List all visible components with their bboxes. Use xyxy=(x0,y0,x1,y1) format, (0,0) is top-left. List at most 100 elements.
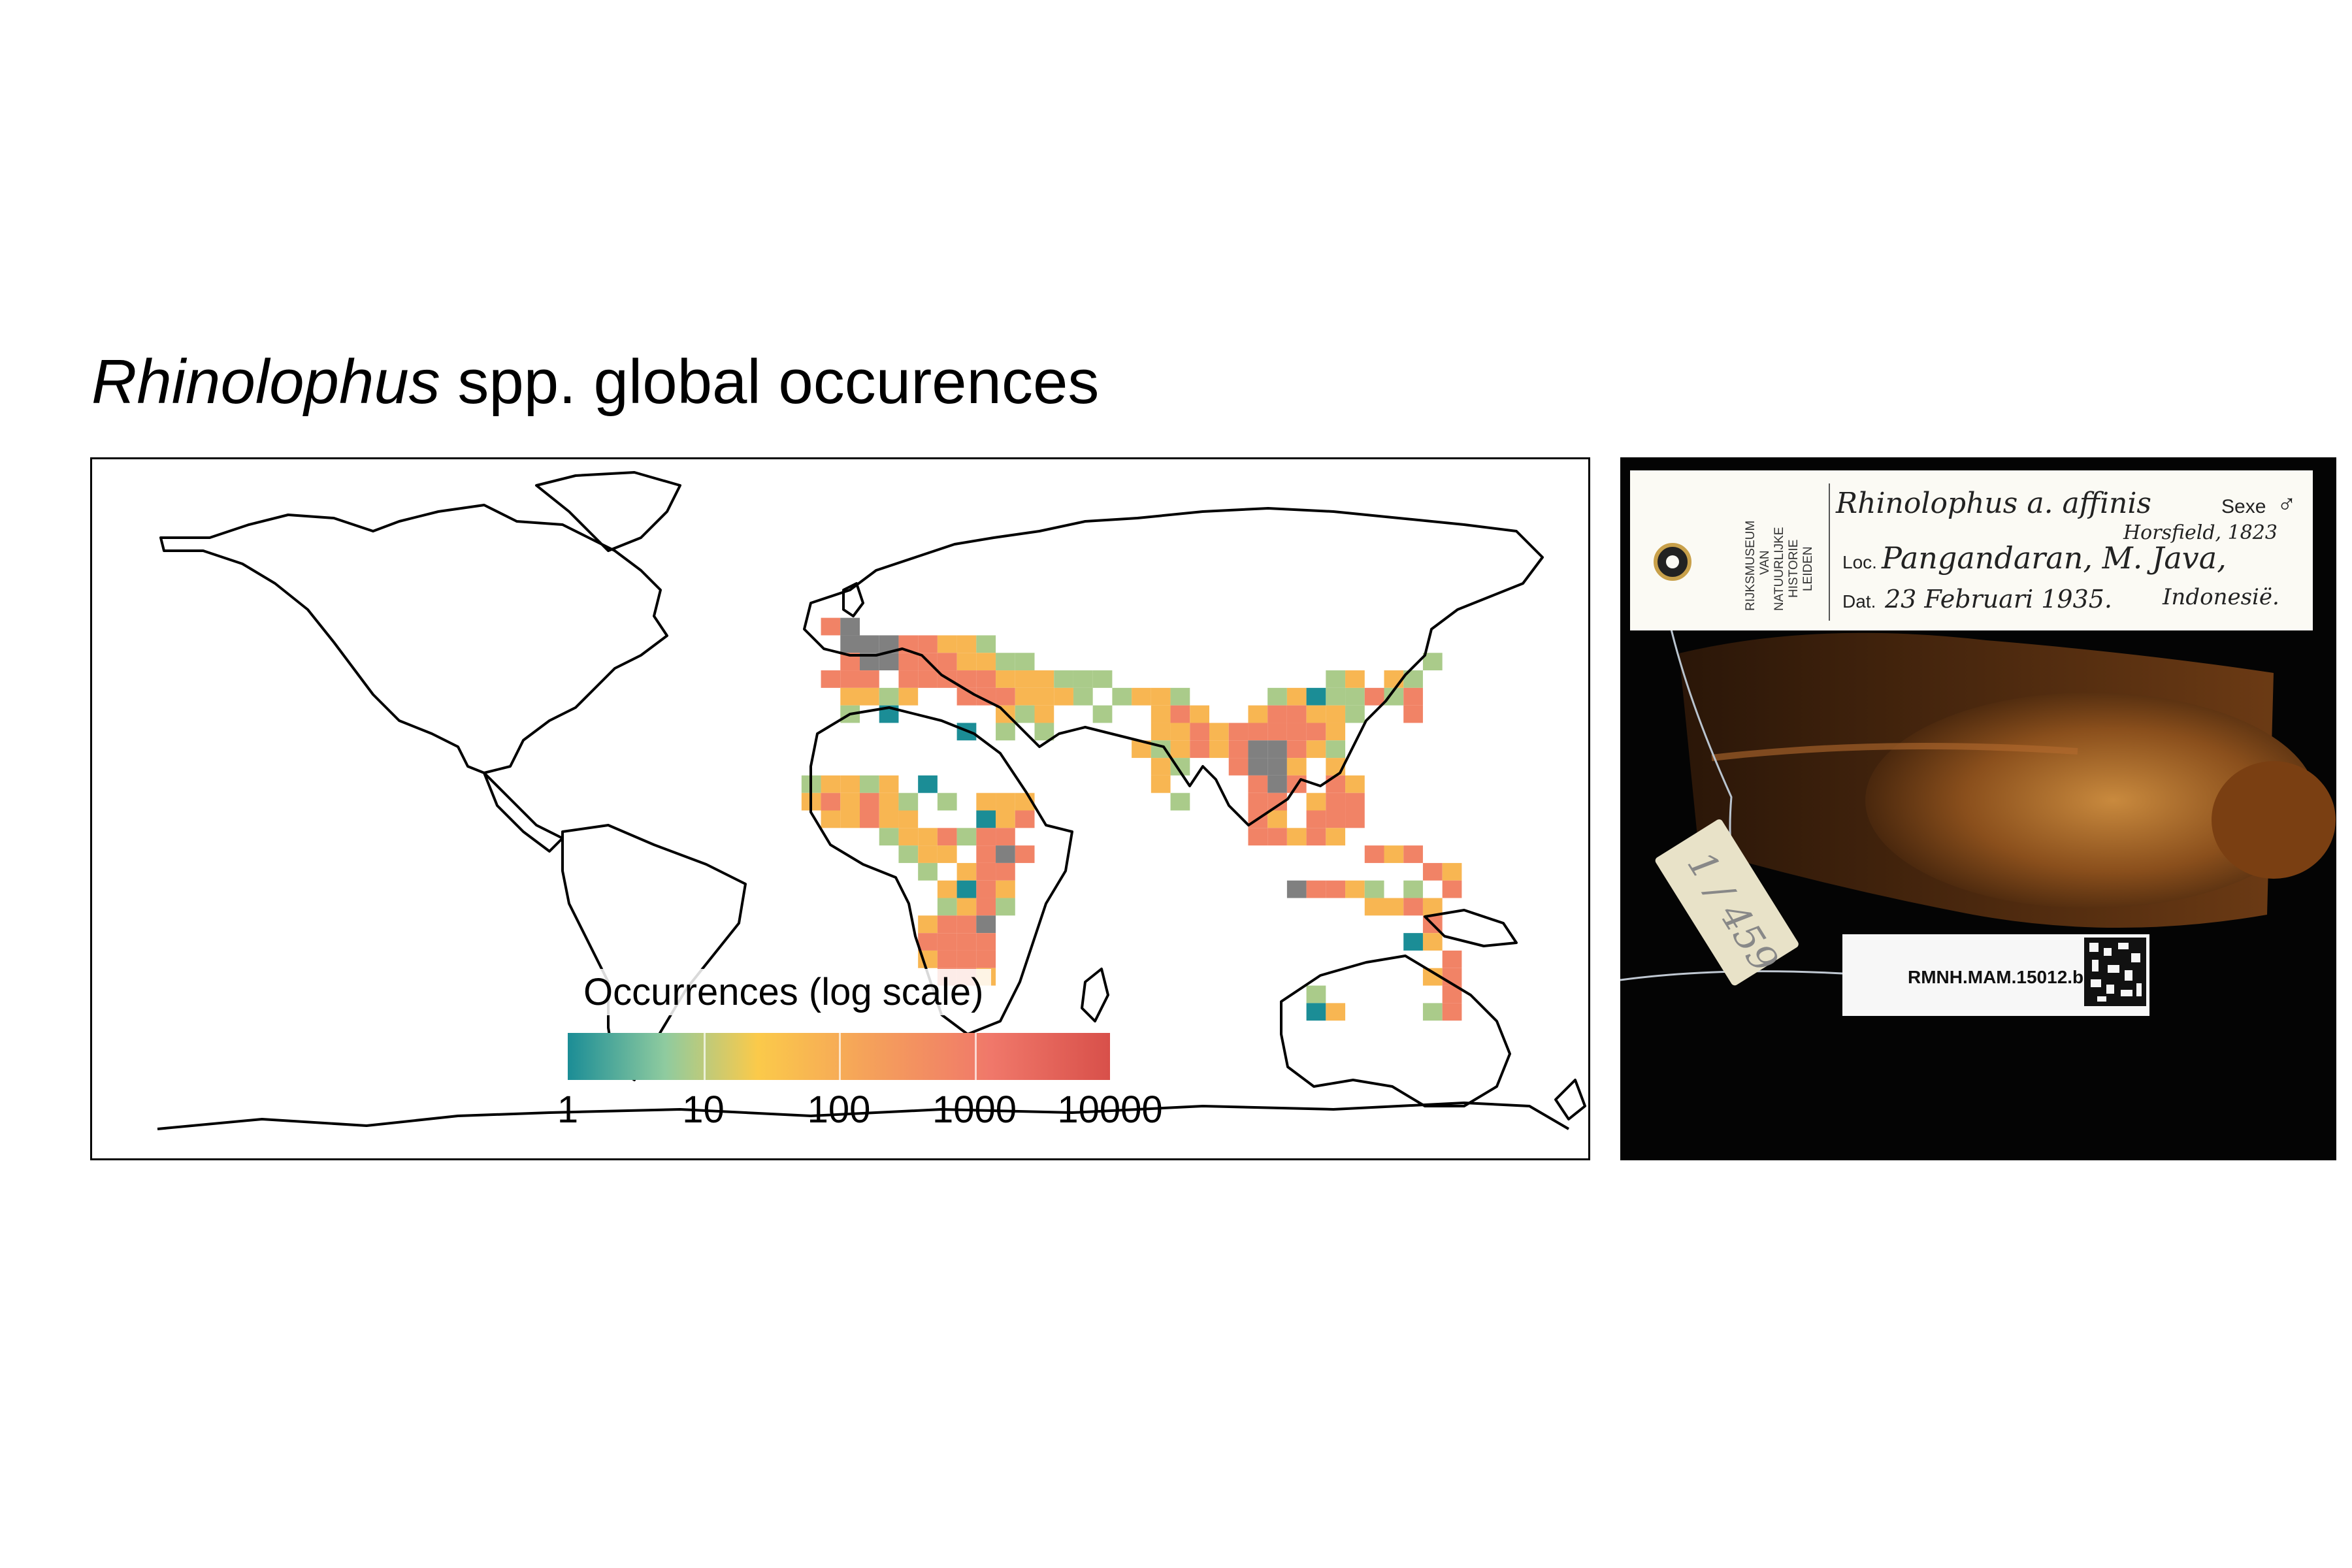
occurrence-cell xyxy=(1326,705,1346,723)
occurrence-cell xyxy=(1326,670,1346,688)
occurrence-cell xyxy=(1306,687,1326,706)
occurrence-cell xyxy=(918,933,938,951)
occurrence-cell xyxy=(898,845,919,863)
occurrence-cell xyxy=(1092,670,1113,688)
occurrence-cell xyxy=(956,915,977,934)
occurrence-cell xyxy=(996,898,1015,916)
occurrence-cell xyxy=(996,687,1015,706)
country: Indonesië. xyxy=(2162,584,2279,610)
occurrence-cell xyxy=(1326,723,1346,741)
locality: Pangandaran, M. Java, xyxy=(1881,540,2227,576)
australia-outline xyxy=(1280,955,1511,1107)
occurrence-cell xyxy=(1034,687,1054,706)
legend-tick-mark xyxy=(839,1033,841,1080)
figure-title: Rhinolophus spp. global occurences xyxy=(91,346,1099,418)
occurrence-cell xyxy=(1345,792,1365,811)
occurrence-cell xyxy=(840,810,860,828)
occurrence-cell xyxy=(1248,740,1268,759)
occurrence-cell xyxy=(840,670,860,688)
new-guinea-outline xyxy=(1424,909,1518,947)
occurrence-cell xyxy=(1015,810,1035,828)
occurrence-cell xyxy=(860,810,879,828)
occurrence-cell xyxy=(937,653,957,671)
occurrence-cell xyxy=(1326,687,1346,706)
occurrence-cell xyxy=(840,775,860,793)
occurrence-cell xyxy=(1015,705,1035,723)
occurrence-cell xyxy=(1326,792,1346,811)
occurrence-cell xyxy=(1364,845,1384,863)
occurrence-cell xyxy=(956,862,977,881)
occurrence-cell xyxy=(1442,880,1462,898)
occurrence-cell xyxy=(996,828,1015,846)
occurrence-cell xyxy=(996,862,1015,881)
occurrence-cell xyxy=(1190,740,1209,759)
occurrence-cell xyxy=(1228,740,1249,759)
catalog-number: RMNH.MAM.15012.b xyxy=(1908,967,2083,987)
occurrence-cell xyxy=(1306,810,1326,828)
museum-name: RIJKSMUSEUM VAN NATUURLIJKE HISTORIE LEI… xyxy=(1744,521,1815,611)
antarctica-outline xyxy=(157,1102,1570,1130)
sex-symbol: ♂ xyxy=(2277,490,2296,519)
occurrence-cell xyxy=(1306,880,1326,898)
occurrence-cell xyxy=(937,828,957,846)
occurrence-cell xyxy=(898,670,919,688)
occurrence-cell xyxy=(1015,845,1035,863)
occurrence-cell xyxy=(821,775,841,793)
occurrence-cell xyxy=(879,792,899,811)
occurrence-cell xyxy=(1384,670,1404,688)
occurrence-cell xyxy=(1326,1003,1346,1021)
occurrence-cell xyxy=(1073,670,1093,688)
occurrence-cell xyxy=(1345,775,1365,793)
occurrence-cell xyxy=(821,810,841,828)
occurrence-cell xyxy=(1286,705,1307,723)
museum-line-5: LEIDEN xyxy=(1801,546,1815,591)
author: Horsfield, 1823 xyxy=(2123,521,2278,544)
occurrence-cell xyxy=(898,792,919,811)
occurrence-cell xyxy=(898,810,919,828)
occurrence-cell xyxy=(1267,828,1287,846)
occurrence-cell xyxy=(1151,758,1171,776)
occurrence-cell xyxy=(996,880,1015,898)
specimen-photo: RIJKSMUSEUM VAN NATUURLIJKE HISTORIE LEI… xyxy=(1620,457,2336,1160)
occurrence-cell xyxy=(918,845,938,863)
occurrence-cell xyxy=(1228,723,1249,741)
occurrence-cell xyxy=(918,828,938,846)
occurrence-cell xyxy=(821,670,841,688)
occurrence-cell xyxy=(860,635,879,653)
occurrence-cell xyxy=(879,653,899,671)
occurrence-cell xyxy=(937,933,957,951)
occurrence-cell xyxy=(1015,687,1035,706)
sex-label: Sexe xyxy=(2221,496,2266,517)
occurrence-cell xyxy=(1403,845,1423,863)
legend-tick-label: 1000 xyxy=(932,1088,1017,1131)
occurrence-cell xyxy=(976,950,996,968)
occurrence-cell xyxy=(976,810,996,828)
occurrence-cell xyxy=(937,880,957,898)
occurrence-cell xyxy=(1364,687,1384,706)
occurrence-cell xyxy=(1403,898,1423,916)
title-rest: spp. global occurences xyxy=(440,347,1100,417)
occurrence-cell xyxy=(1286,740,1307,759)
occurrence-cell xyxy=(1209,723,1229,741)
occurrence-cell xyxy=(1326,880,1346,898)
central-america-outline xyxy=(483,772,564,853)
occurrence-cell xyxy=(898,687,919,706)
occurrence-cell xyxy=(1170,740,1190,759)
occurrence-cell xyxy=(1015,670,1035,688)
occurrence-cell xyxy=(1422,862,1443,881)
occurrence-cell xyxy=(860,775,879,793)
occurrence-cell xyxy=(1248,705,1268,723)
occurrence-cell xyxy=(1326,740,1346,759)
occurrence-cell xyxy=(1267,810,1287,828)
occurrence-cell xyxy=(1286,723,1307,741)
occurrence-cell xyxy=(1306,740,1326,759)
occurrence-cell xyxy=(879,687,899,706)
occurrence-cell xyxy=(1151,775,1171,793)
museum-line-3: NATUURLIJKE xyxy=(1772,527,1786,611)
world-map xyxy=(157,471,1586,1130)
occurrence-grid xyxy=(801,617,1462,1021)
bat-head xyxy=(2212,761,2336,879)
occurrence-cell xyxy=(1306,1003,1326,1021)
species-name: Rhinolophus a. affinis xyxy=(1835,487,2151,520)
occurrence-cell xyxy=(1345,705,1365,723)
